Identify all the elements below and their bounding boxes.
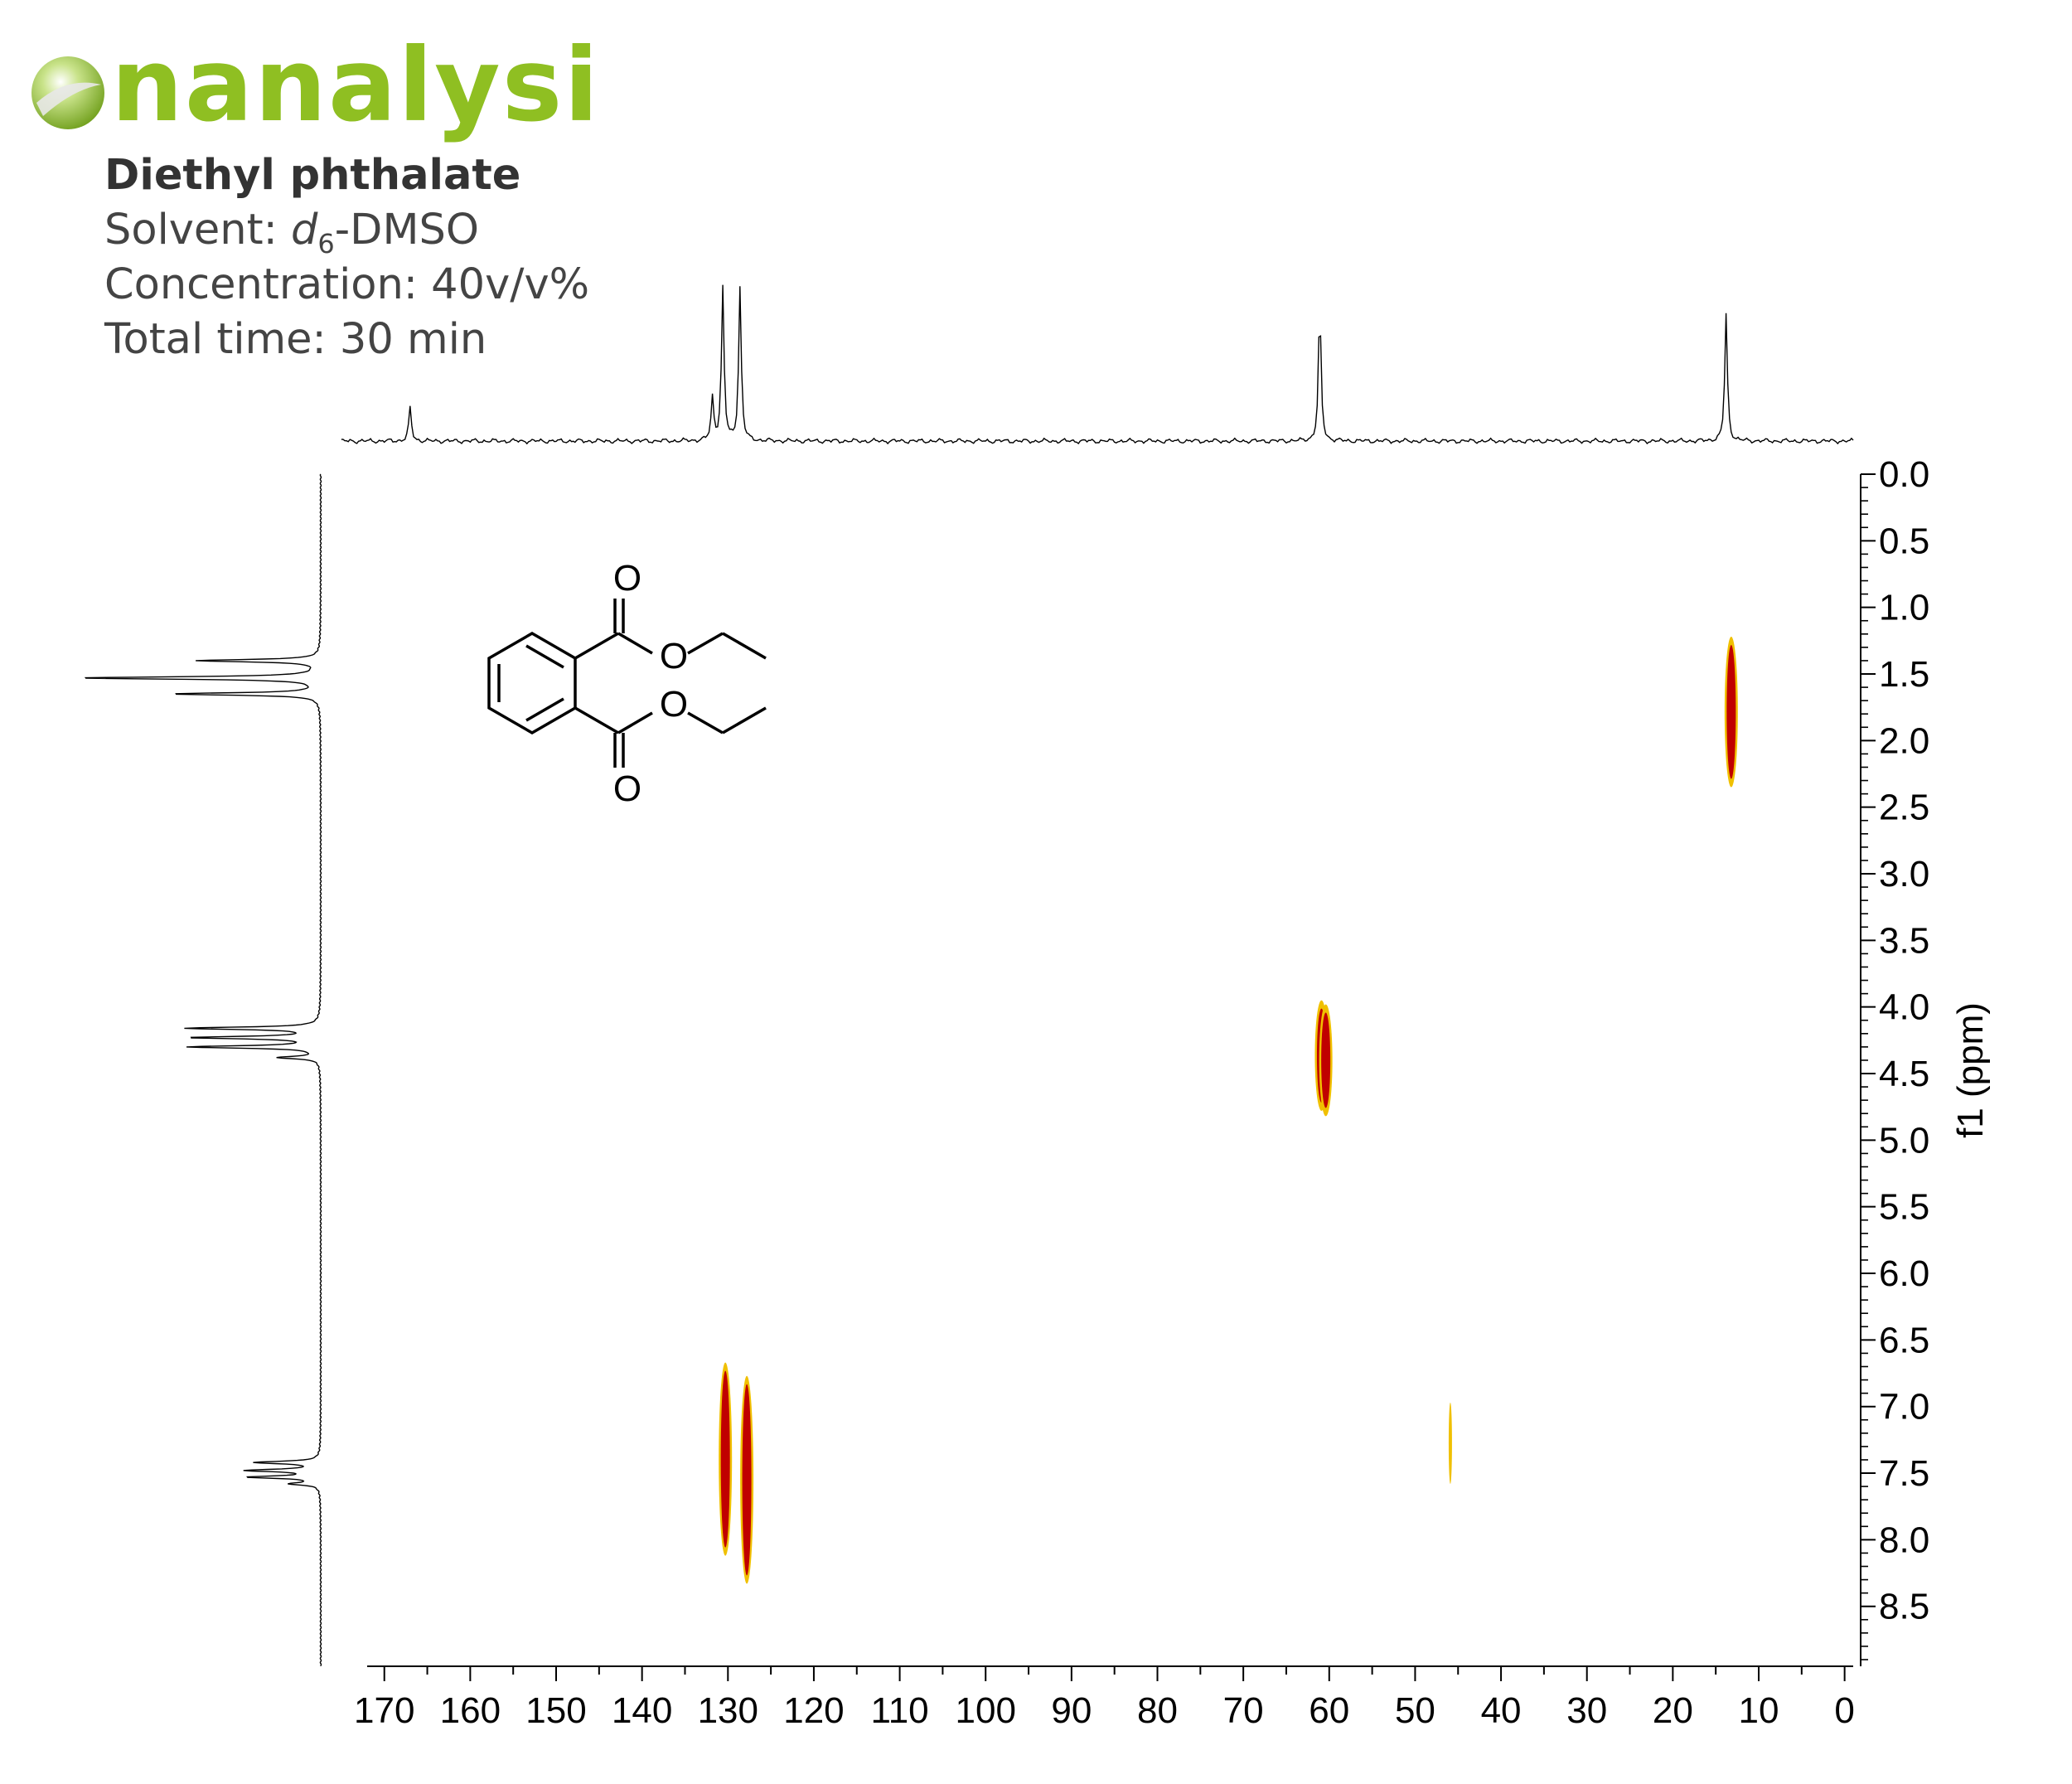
x-tick-label: 170: [354, 1690, 414, 1731]
bond: [687, 632, 724, 655]
x-tick-label: 30: [1566, 1690, 1607, 1731]
solvent-suffix: -DMSO: [334, 206, 479, 255]
bond: [617, 632, 653, 655]
x-tick-label: 80: [1137, 1690, 1178, 1731]
cross-peaks: [719, 637, 1738, 1584]
x-tick-label: 40: [1481, 1690, 1522, 1731]
y-tick-label: 2.5: [1879, 788, 1929, 828]
y-tick-label: 5.0: [1879, 1120, 1929, 1161]
f2-projection-trace: [341, 284, 1854, 445]
f1-projection-trace: [85, 473, 322, 1667]
y-tick-label: 7.5: [1879, 1453, 1929, 1494]
oxygen-atom-label: O: [660, 636, 688, 676]
cross-peak: [1321, 1012, 1331, 1108]
ring-double-bond: [525, 697, 564, 722]
x-tick-label: 130: [698, 1690, 758, 1731]
f2-projection: [341, 284, 1854, 445]
bond: [722, 706, 767, 734]
nanalysis-logo: nanalysis: [31, 43, 605, 143]
bond: [574, 632, 619, 660]
solvent-label: Solvent:: [104, 206, 292, 255]
oxygen-atom-label: O: [660, 684, 688, 725]
bond: [722, 632, 767, 660]
x-tick-label: 150: [525, 1690, 586, 1731]
solvent-prefix: d: [291, 206, 318, 255]
y-tick-label: 6.5: [1879, 1320, 1929, 1360]
bond: [687, 711, 724, 734]
y-tick-label: 5.5: [1879, 1187, 1929, 1228]
y-tick-label: 0.5: [1879, 521, 1929, 561]
brand-name: nanalysis: [111, 43, 605, 143]
oxygen-atom-label: O: [613, 558, 641, 599]
cross-peak: [720, 1370, 730, 1548]
y-tick-label: 8.0: [1879, 1520, 1929, 1560]
x-tick-label: 140: [612, 1690, 672, 1731]
bond: [574, 706, 619, 734]
y-tick-label: 3.5: [1879, 920, 1929, 961]
x-tick-label: 160: [440, 1690, 501, 1731]
x-tick-label: 20: [1653, 1690, 1693, 1731]
cross-peak: [742, 1384, 752, 1576]
x-tick-label: 70: [1223, 1690, 1264, 1731]
y-tick-label: 6.0: [1879, 1253, 1929, 1294]
y-tick-label: 0.0: [1879, 454, 1929, 495]
x-tick-label: 50: [1395, 1690, 1435, 1731]
ring-double-bond: [525, 644, 564, 669]
x-tick-label: 100: [956, 1690, 1016, 1731]
x-tick-label: 10: [1739, 1690, 1779, 1731]
y-tick-label: 7.0: [1879, 1387, 1929, 1428]
diethyl-phthalate-structure: [487, 599, 767, 768]
x-tick-label: 110: [870, 1690, 928, 1731]
x-tick-label: 0: [1834, 1690, 1854, 1731]
y-tick-label: 8.5: [1879, 1587, 1929, 1627]
logo-swoosh-icon: [36, 82, 101, 116]
y-tick-label: 2.0: [1879, 720, 1929, 761]
x-tick-label: 120: [783, 1690, 844, 1731]
y-axis-title: f1 (ppm): [1950, 1002, 1991, 1138]
y-tick-label: 3.0: [1879, 854, 1929, 894]
y-tick-label: 4.5: [1879, 1054, 1929, 1094]
bond: [617, 711, 653, 734]
y-tick-label: 4.0: [1879, 987, 1929, 1028]
total-time-line: Total time: 30 min: [104, 315, 487, 364]
y-tick-label: 1.5: [1879, 654, 1929, 695]
y-tick-label: 1.0: [1879, 588, 1929, 628]
x-tick-label: 90: [1051, 1690, 1092, 1731]
cross-peak: [1726, 645, 1736, 779]
cross-peak-weak: [1448, 1402, 1452, 1484]
solvent-subscript: 6: [317, 228, 335, 260]
concentration-line: Concentration: 40v/v%: [104, 260, 590, 309]
f1-projection: [85, 473, 322, 1667]
oxygen-atom-label: O: [613, 768, 641, 809]
compound-name: Diethyl phthalate: [104, 151, 521, 200]
axes: 170 160 150 140 130 120 110 100 90 80 70 60 50 40 30 20…: [354, 454, 1991, 1731]
solvent-line: Solvent: d6-DMSO: [104, 209, 479, 257]
x-tick-label: 60: [1309, 1690, 1349, 1731]
